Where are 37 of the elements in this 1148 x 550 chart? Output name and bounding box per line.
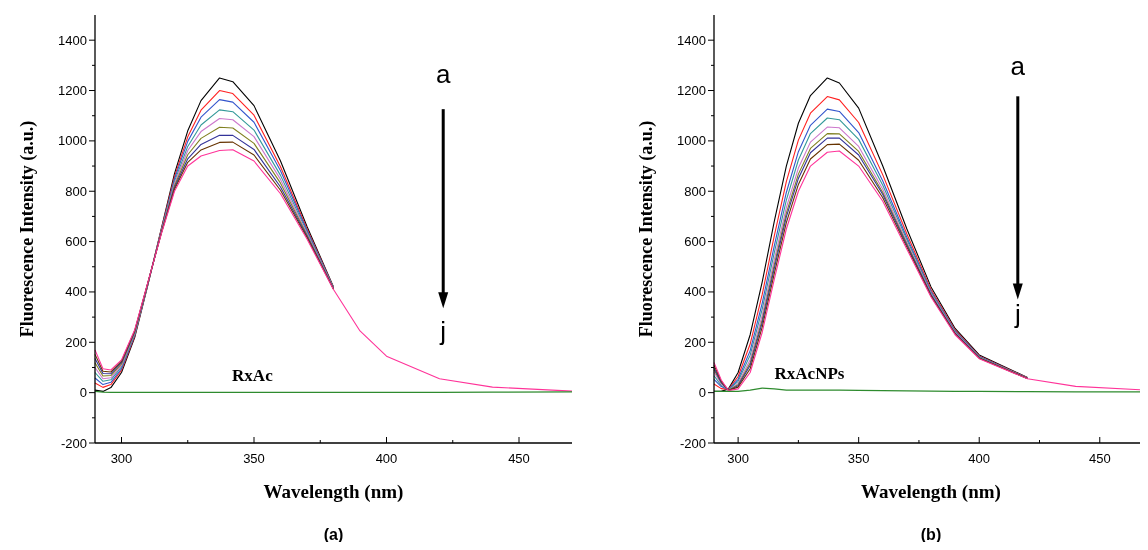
x-tick-label: 450	[508, 451, 530, 466]
x-tick-label: 300	[110, 451, 133, 466]
annotation: RxAc	[232, 365, 274, 385]
annotation: RxAcNPs	[774, 363, 845, 383]
x-axis-title: Wavelength (nm)	[263, 481, 404, 503]
y-tick-label: 1000	[677, 133, 706, 149]
y-tick-label: 600	[65, 234, 87, 250]
annotation: j	[439, 316, 447, 347]
y-tick-label: 800	[65, 183, 87, 199]
x-tick-label: 300	[727, 451, 749, 466]
y-tick-label: 800	[684, 183, 706, 199]
y-tick-label: 200	[684, 334, 706, 350]
y-tick-label: 1000	[58, 133, 87, 149]
x-tick-label: 400	[375, 451, 398, 466]
y-tick-label: 400	[65, 284, 87, 300]
annotation: a	[1010, 50, 1026, 81]
y-tick-label: 1200	[677, 83, 706, 99]
y-tick-label: 200	[65, 334, 87, 350]
x-tick-label: 450	[1088, 451, 1111, 466]
annotation: j	[1013, 299, 1021, 330]
y-tick-label: 400	[684, 284, 706, 300]
annotation: a	[435, 59, 451, 90]
line-series	[94, 149, 573, 392]
y-tick-label: 1200	[58, 83, 87, 99]
x-axis-title: Wavelength (nm)	[861, 481, 1001, 503]
x-tick-label: 350	[243, 451, 265, 466]
y-tick-label: -200	[679, 435, 706, 451]
y-tick-label: 0	[698, 385, 706, 401]
y-axis-title: Fluorescence Intensity (a.u.)	[17, 120, 38, 338]
y-tick-label: 600	[684, 234, 706, 250]
x-tick-label: 400	[968, 451, 991, 466]
y-tick-label: 1400	[58, 32, 87, 48]
x-tick-label: 350	[847, 451, 870, 466]
y-axis-title: Fluorescence Intensity (a.u.)	[636, 120, 657, 338]
y-tick-label: 0	[79, 385, 87, 401]
y-tick-label: 1400	[677, 32, 706, 48]
y-tick-label: -200	[60, 435, 87, 451]
